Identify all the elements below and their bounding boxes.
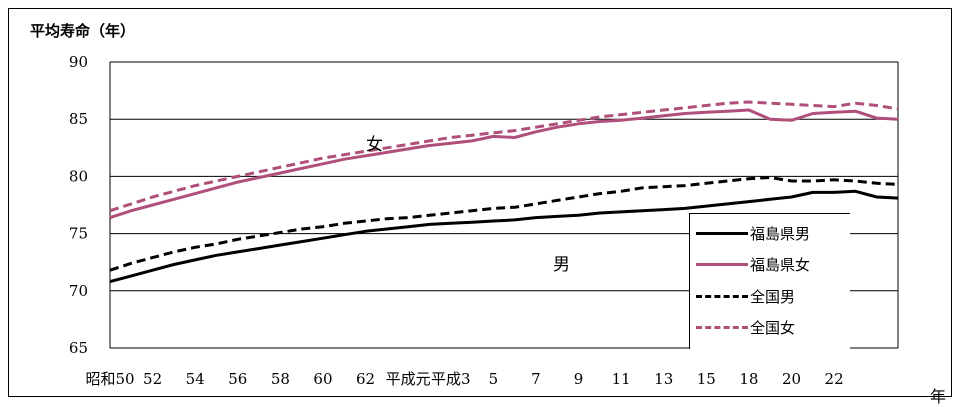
y-tick-label: 70 — [69, 282, 88, 300]
x-tick-label: 60 — [313, 370, 332, 388]
legend-swatch — [696, 231, 748, 235]
y-tick-label: 90 — [69, 53, 88, 71]
x-tick-label: 平成元 — [386, 370, 431, 388]
x-tick-label: 9 — [574, 370, 584, 388]
legend: 福島県男 福島県女 全国男 全国女 — [689, 213, 850, 349]
x-axis-unit: 年 — [930, 387, 947, 406]
x-tick-label: 22 — [825, 370, 844, 388]
y-axis-title: 平均寿命（年） — [30, 22, 136, 40]
legend-swatch — [696, 325, 748, 329]
chart-frame — [8, 8, 952, 397]
x-tick-label: 18 — [739, 370, 758, 388]
x-tick-label: 11 — [612, 370, 631, 388]
legend-item: 福島県女 — [696, 254, 810, 274]
x-tick-label: 5 — [489, 370, 499, 388]
legend-label: 福島県女 — [750, 255, 811, 274]
legend-swatch — [696, 294, 748, 298]
y-tick-label: 80 — [69, 167, 88, 185]
x-tick-label: 15 — [697, 370, 716, 388]
x-tick-label: 62 — [356, 370, 375, 388]
x-tick-label: 58 — [271, 370, 290, 388]
x-tick-label: 昭和50 — [85, 370, 134, 388]
legend-label: 全国女 — [750, 318, 796, 337]
legend-label: 福島県男 — [750, 224, 811, 243]
legend-swatch — [696, 262, 748, 266]
annotation-male: 男 — [553, 255, 570, 275]
x-tick-label: 56 — [228, 370, 247, 388]
series-line — [109, 176, 899, 272]
legend-item: 全国男 — [696, 286, 795, 306]
y-tick-label: 65 — [69, 339, 88, 357]
x-tick-label: 54 — [186, 370, 205, 388]
x-tick-label: 7 — [531, 370, 541, 388]
legend-item: 福島県男 — [696, 223, 810, 243]
legend-item: 全国女 — [696, 317, 795, 337]
x-tick-label: 52 — [143, 370, 162, 388]
annotation-female: 女 — [366, 135, 383, 155]
x-tick-label: 平成3 — [431, 370, 471, 388]
series-line — [109, 108, 899, 220]
x-tick-label: 13 — [654, 370, 673, 388]
series-line — [109, 189, 899, 284]
legend-label: 全国男 — [750, 287, 796, 306]
y-tick-label: 75 — [69, 225, 88, 243]
y-tick-label: 85 — [69, 110, 88, 128]
x-tick-label: 20 — [782, 370, 801, 388]
